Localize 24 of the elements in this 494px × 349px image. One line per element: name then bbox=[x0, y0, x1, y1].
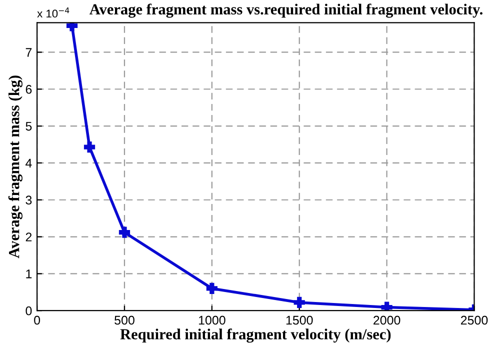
y-tick-label: 2 bbox=[26, 232, 32, 242]
point bbox=[206, 282, 218, 294]
point bbox=[84, 142, 96, 153]
point bbox=[294, 296, 305, 308]
y-tick-label: 6 bbox=[26, 84, 32, 94]
chart-title: Average fragment mass vs.required initial fragment velocity. bbox=[90, 4, 482, 18]
x-tick-label: 2500 bbox=[460, 316, 488, 325]
x-tick-label: 0 bbox=[34, 316, 40, 325]
point bbox=[118, 226, 130, 238]
y-tick-label: 5 bbox=[26, 122, 32, 131]
x-tick-label: 500 bbox=[114, 316, 134, 325]
y-tick-label: 4 bbox=[26, 158, 32, 168]
y-tick-label: 3 bbox=[26, 196, 32, 205]
x-tick-label: 1500 bbox=[286, 316, 313, 325]
point bbox=[381, 302, 392, 311]
y-tick-label: 1 bbox=[26, 270, 32, 278]
text: x 10$^{−4}$ bbox=[37, 8, 70, 18]
x-tick-label: 1000 bbox=[198, 316, 226, 325]
x-axis-title: Required initial fragment velocity (m/sec) bbox=[120, 328, 391, 343]
y-axis-title: Average fragment mass (kg) bbox=[8, 76, 22, 258]
x-tick-label: 2000 bbox=[374, 316, 400, 325]
y-tick-label: 0 bbox=[26, 306, 32, 316]
y-tick-label: 7 bbox=[26, 48, 32, 57]
point bbox=[66, 22, 78, 32]
